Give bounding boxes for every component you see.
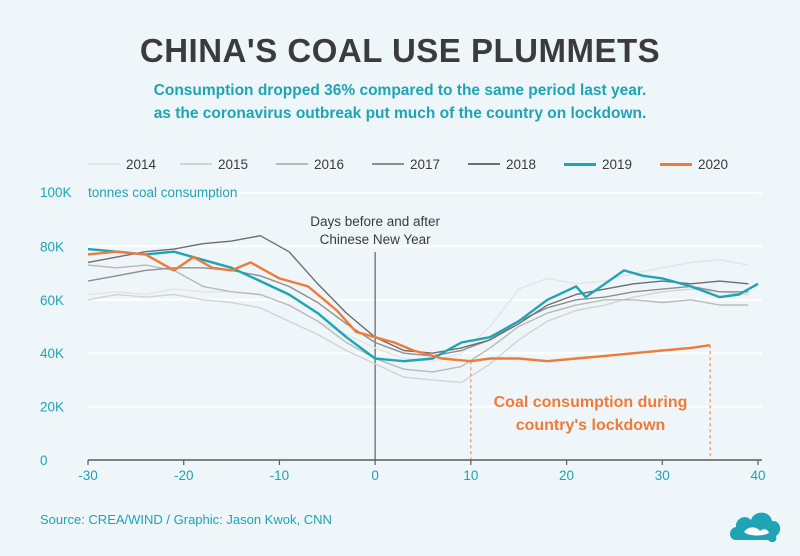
legend-swatch [372, 163, 404, 165]
cloud-logo-icon [730, 512, 781, 543]
x-tick-label: 40 [750, 468, 765, 483]
series-line-2020 [87, 250, 711, 363]
legend-swatch [276, 163, 308, 165]
x-tick-label: 20 [559, 468, 574, 483]
chart-legend: 2014 2015 2016 2017 2018 2019 2020 [88, 154, 768, 176]
legend-label: 2019 [602, 156, 633, 172]
source-credit: Source: CREA/WIND / Graphic: Jason Kwok,… [40, 512, 332, 527]
legend-swatch [180, 163, 212, 165]
x-tick-label: 0 [371, 468, 379, 483]
chart-subtitle-line-2: as the coronavirus outbreak put much of … [153, 105, 647, 122]
y-tick-label: 40K [40, 346, 64, 361]
y-tick-label: 60K [40, 293, 64, 308]
legend-label: 2014 [126, 156, 157, 172]
legend-item-2014: 2014 [88, 154, 156, 174]
legend-label: 2016 [314, 156, 345, 172]
zero-day-annotation: Days before and after Chinese New Year [310, 214, 440, 247]
x-tick-label: -30 [78, 468, 98, 483]
series-line-2014 [87, 259, 749, 362]
lockdown-label-line-2: country's lockdown [516, 417, 666, 434]
series-line-2017 [87, 267, 749, 357]
legend-item-2020: 2020 [660, 154, 728, 174]
chart-title: CHINA'S COAL USE PLUMMETS [139, 32, 661, 69]
legend-swatch [468, 163, 500, 165]
x-tick-label: -10 [270, 468, 290, 483]
legend-swatch [88, 163, 120, 165]
y-axis-label: tonnes coal consumption [88, 185, 237, 200]
chart-subtitle-line-1: Consumption dropped 36% compared to the … [153, 82, 647, 99]
legend-item-2017: 2017 [372, 154, 440, 174]
y-axis-ticks: 0 20K 40K 60K 80K 100K [40, 185, 72, 468]
legend-label: 2018 [506, 156, 537, 172]
lockdown-label-line-1: Coal consumption during [494, 394, 688, 411]
svg-text:Chinese New Year: Chinese New Year [320, 232, 432, 247]
y-tick-label: 20K [40, 400, 64, 415]
legend-label: 2020 [698, 156, 729, 172]
series-lines [87, 234, 759, 384]
series-line-2016 [87, 264, 749, 373]
y-tick-label: 0 [40, 453, 48, 468]
legend-item-2015: 2015 [180, 154, 248, 174]
x-tick-label: 30 [655, 468, 670, 483]
x-tick-label: -20 [174, 468, 194, 483]
x-axis-ticks: -30 -20 -10 0 10 20 30 40 [78, 460, 766, 483]
legend-swatch [564, 162, 596, 166]
legend-item-2016: 2016 [276, 154, 344, 174]
y-tick-label: 80K [40, 239, 64, 254]
series-line-2019 [87, 247, 759, 363]
y-tick-label: 100K [40, 185, 72, 200]
lockdown-annotation: Coal consumption during country's lockdow… [470, 345, 711, 460]
legend-item-2018: 2018 [468, 154, 536, 174]
legend-swatch [660, 162, 692, 166]
legend-label: 2015 [218, 156, 249, 172]
legend-item-2019: 2019 [564, 154, 632, 174]
x-tick-label: 10 [463, 468, 478, 483]
series-line-2015 [87, 288, 749, 384]
svg-text:Days before and after: Days before and after [310, 214, 440, 229]
legend-label: 2017 [410, 156, 441, 172]
